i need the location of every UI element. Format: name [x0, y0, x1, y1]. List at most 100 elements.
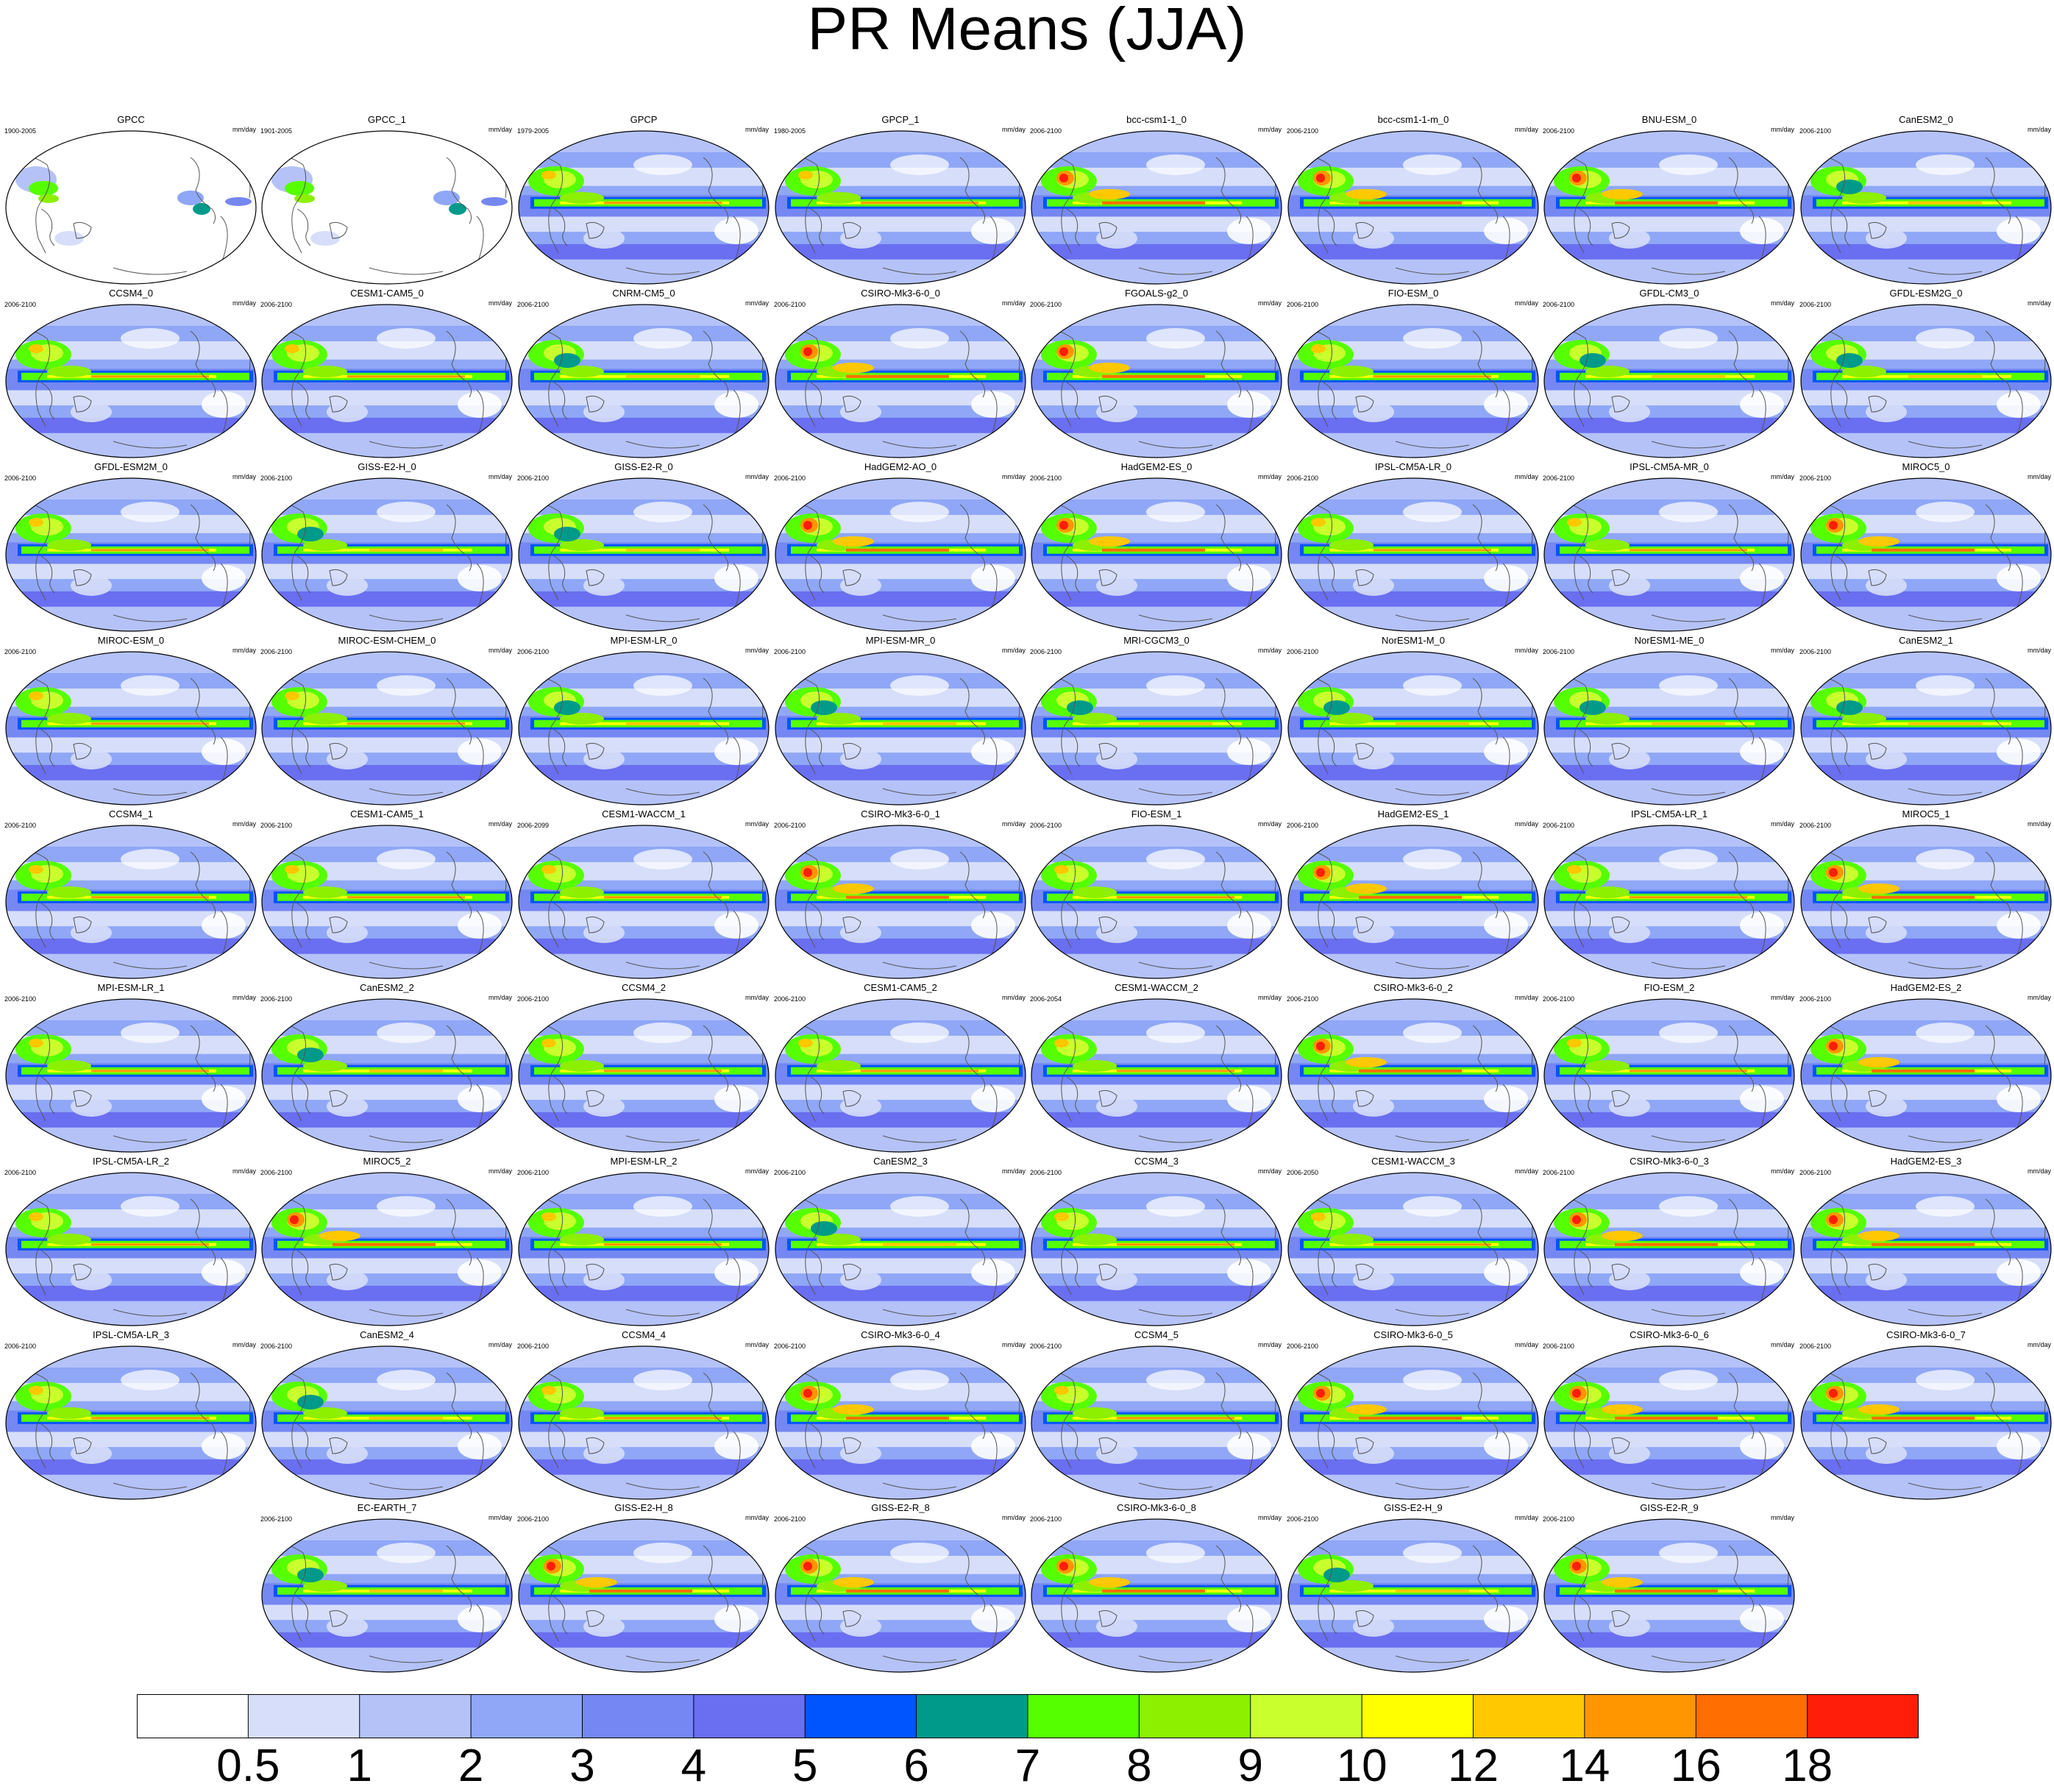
panel-years: 2006-2100 — [1030, 1169, 1062, 1176]
map-panel: GISS-E2-R_0 2006-2100 mm/day — [516, 462, 772, 635]
panel-years: 2006-2100 — [1287, 474, 1319, 482]
panel-title: HadGEM2-ES_0 — [1120, 461, 1193, 472]
precipitation-map — [1543, 1172, 1795, 1326]
page-title: PR Means (JJA) — [807, 0, 1247, 63]
panel-years: 2006-2100 — [1543, 648, 1575, 655]
panel-title: MPI-ESM-LR_0 — [610, 635, 678, 646]
colorbar-labels: 0.5 1 2 3 4 5 6 7 8 9 10 12 14 16 18 — [137, 1742, 1919, 1791]
colorbar-swatch — [1473, 1694, 1585, 1738]
colorbar-tick-label: 1 — [347, 1741, 372, 1791]
precipitation-map — [1287, 1518, 1539, 1673]
colorbar-swatch — [1362, 1694, 1474, 1738]
map-panel: IPSL-CM5A-MR_0 2006-2100 mm/day — [1541, 462, 1797, 635]
panel-years: 2006-2100 — [260, 1343, 293, 1350]
panel-years: 2006-2100 — [260, 1169, 293, 1176]
panel-years: 2006-2100 — [260, 1515, 293, 1523]
panel-units: mm/day — [232, 820, 256, 828]
map-panel: CanESM2_3 2006-2100 mm/day — [772, 1156, 1028, 1329]
panel-years: 2006-2100 — [1287, 648, 1319, 655]
panel-title: MIROC5_2 — [363, 1156, 411, 1167]
panel-title: CSIRO-Mk3-6-0_1 — [861, 808, 940, 819]
precipitation-map — [1800, 1172, 2052, 1326]
panel-units: mm/day — [488, 473, 512, 480]
panel-years: 2006-2100 — [1030, 1343, 1062, 1350]
panel-units: mm/day — [232, 299, 256, 307]
map-panel: IPSL-CM5A-LR_1 2006-2100 mm/day — [1541, 809, 1797, 982]
panel-title: CNRM-CM5_0 — [612, 288, 675, 299]
panel-units: mm/day — [1001, 299, 1026, 307]
map-panel: CCSM4_1 2006-2100 mm/day — [3, 809, 259, 982]
map-panel: GFDL-ESM2M_0 2006-2100 mm/day — [3, 462, 259, 635]
panel-title: BNU-ESM_0 — [1641, 114, 1697, 125]
map-panel: CCSM4_4 2006-2100 mm/day — [516, 1330, 772, 1503]
panel-title: CESM1-CAM5_1 — [350, 808, 424, 819]
precipitation-map — [1287, 304, 1539, 458]
precipitation-map — [1287, 1172, 1539, 1326]
panel-years: 2006-2100 — [774, 822, 806, 829]
panel-years: 2006-2100 — [1799, 1343, 1832, 1350]
panel-years: 2006-2100 — [4, 995, 37, 1003]
panel-years: 1979-2005 — [517, 127, 550, 135]
precipitation-map — [1800, 130, 2052, 285]
panel-title: HadGEM2-ES_2 — [1890, 982, 1962, 993]
panel-units: mm/day — [232, 1167, 256, 1175]
panel-years: 2006-2100 — [1030, 127, 1062, 135]
precipitation-map — [1800, 651, 2052, 806]
panel-units: mm/day — [1001, 1514, 1026, 1521]
colorbar-tick-label: 16 — [1670, 1741, 1721, 1791]
precipitation-map — [775, 304, 1026, 458]
panel-units: mm/day — [1514, 1167, 1538, 1175]
panel-units: mm/day — [232, 994, 256, 1001]
panel-units: mm/day — [745, 1167, 769, 1175]
map-panel: CSIRO-Mk3-6-0_0 2006-2100 mm/day — [772, 288, 1028, 461]
map-panel: CSIRO-Mk3-6-0_6 2006-2100 mm/day — [1541, 1330, 1797, 1503]
colorbar-tick-label: 4 — [680, 1741, 707, 1791]
panel-title: MPI-ESM-MR_0 — [865, 635, 936, 646]
panel-years: 1901-2005 — [260, 127, 293, 135]
panel-units: mm/day — [232, 473, 256, 480]
map-panel: MRI-CGCM3_0 2006-2100 mm/day — [1028, 636, 1284, 808]
panel-units: mm/day — [1257, 647, 1282, 654]
panel-years: 2006-2100 — [517, 301, 550, 308]
panel-title: MPI-ESM-LR_1 — [97, 982, 165, 993]
precipitation-map — [1543, 304, 1795, 458]
panel-title: GISS-E2-H_0 — [358, 461, 416, 472]
precipitation-map — [261, 825, 513, 979]
precipitation-map — [1287, 651, 1539, 806]
panel-years: 2006-2100 — [4, 822, 37, 829]
panel-title: MIROC-ESM_0 — [97, 635, 165, 646]
panel-years: 2006-2100 — [774, 301, 806, 308]
precipitation-map — [775, 477, 1026, 632]
panel-years: 2006-2100 — [517, 474, 550, 482]
map-panel: CanESM2_1 2006-2100 mm/day — [1798, 636, 2054, 808]
colorbar-tick-label: 3 — [569, 1741, 595, 1791]
colorbar-tick-label: 2 — [458, 1741, 484, 1791]
panel-units: mm/day — [745, 1514, 769, 1521]
precipitation-map — [518, 1172, 770, 1326]
panel-units: mm/day — [1770, 994, 1794, 1001]
panel-years: 2006-2100 — [1287, 822, 1319, 829]
map-panel: GISS-E2-H_8 2006-2100 mm/day — [516, 1503, 772, 1676]
colorbar-tick-label: 14 — [1559, 1741, 1610, 1791]
colorbar-tick-label: 7 — [1014, 1741, 1041, 1791]
map-panel: MIROC5_0 2006-2100 mm/day — [1798, 462, 2054, 635]
panel-title: GPCC_1 — [367, 114, 407, 125]
map-panel: GISS-E2-R_8 2006-2100 mm/day — [772, 1503, 1028, 1676]
panel-title: CCSM4_0 — [109, 288, 153, 299]
panel-units: mm/day — [1257, 1341, 1282, 1348]
map-panel: FGOALS-g2_0 2006-2100 mm/day — [1028, 288, 1284, 461]
panel-title: CESM1-WACCM_3 — [1371, 1156, 1455, 1167]
panel-title: CSIRO-Mk3-6-0_4 — [861, 1329, 940, 1340]
panel-years: 2006-2100 — [517, 1343, 550, 1350]
precipitation-map — [261, 1345, 513, 1500]
panel-years: 2006-2100 — [774, 648, 806, 655]
panel-title: HadGEM2-AO_0 — [864, 461, 937, 472]
panel-title: IPSL-CM5A-LR_1 — [1630, 808, 1708, 819]
map-panel: CCSM4_2 2006-2100 mm/day — [516, 983, 772, 1156]
panel-title: MIROC5_1 — [1902, 808, 1950, 819]
panel-title: IPSL-CM5A-LR_2 — [92, 1156, 170, 1167]
panel-years: 2006-2100 — [1799, 1169, 1832, 1176]
map-panel: CESM1-CAM5_2 2006-2100 mm/day — [772, 983, 1028, 1156]
panel-title: bcc-csm1-1_0 — [1126, 114, 1187, 125]
panel-title: CESM1-WACCM_2 — [1115, 982, 1198, 993]
